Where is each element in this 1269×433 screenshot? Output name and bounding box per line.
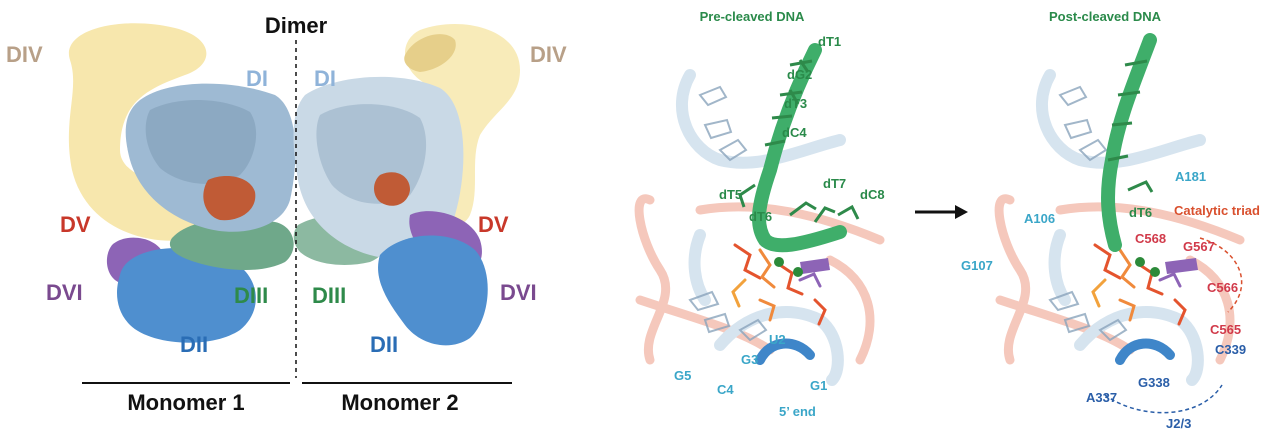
post-label-j23: J2/3 — [1166, 416, 1191, 431]
m1-domain-ii-density — [117, 247, 256, 343]
post-label-c339: C339 — [1215, 342, 1246, 357]
pre-metal-ion — [774, 257, 784, 267]
pre-metal-ion-2 — [793, 267, 803, 277]
post-dna-strand — [1101, 33, 1157, 252]
m2-label-di: DI — [314, 66, 336, 91]
m2-domain-v-density — [374, 172, 410, 206]
post-purple-helix — [1165, 258, 1198, 274]
dimer-title: Dimer — [265, 13, 328, 38]
post-cleaved-panel: Post-cleaved DNA dT6 Catalytic triad A18… — [961, 9, 1260, 431]
post-label-g107: G107 — [961, 258, 993, 273]
monomer-1-structure — [68, 23, 296, 343]
post-label-g338: G338 — [1138, 375, 1170, 390]
pre-dna-label-dt5: dT5 — [719, 187, 742, 202]
pre-rna-label-u2: U2 — [769, 332, 786, 347]
m1-label-dv: DV — [60, 212, 91, 237]
pre-protein-backbone — [634, 194, 885, 365]
post-label-a106: A106 — [1024, 211, 1055, 226]
m1-domain-i-detail — [145, 100, 257, 184]
post-label-a181: A181 — [1175, 169, 1206, 184]
m1-domain-iv-density — [68, 23, 216, 241]
post-label-a337: A337 — [1086, 390, 1117, 405]
monomer-2-label: Monomer 2 — [341, 390, 458, 415]
catalytic-triad-label: Catalytic triad — [1174, 203, 1260, 218]
pre-rna-label-g3: G3 — [741, 352, 758, 367]
pre-cleaved-panel: Pre-cleaved DNA dT1 dG2 dT3 dC4 dT5 dT6 … — [634, 9, 885, 419]
m1-label-di: DI — [246, 66, 268, 91]
post-metal-ion — [1135, 257, 1145, 267]
m1-domain-iii-density — [169, 218, 294, 270]
m1-label-div: DIV — [6, 42, 43, 67]
pre-dna-label-dt6: dT6 — [749, 209, 772, 224]
m1-label-diii: DIII — [234, 283, 268, 308]
pre-rna-label-g1: G1 — [810, 378, 827, 393]
m1-domain-v-density — [203, 176, 256, 221]
m1-label-dii: DII — [180, 332, 208, 357]
pre-purple-helix — [800, 258, 830, 274]
m2-label-dv: DV — [478, 212, 509, 237]
pre-dna-label-dt1: dT1 — [818, 34, 841, 49]
m2-label-dii: DII — [370, 332, 398, 357]
pre-title: Pre-cleaved DNA — [700, 9, 805, 24]
post-protein-backbone — [994, 194, 1245, 365]
pre-dna-label-dc8: dC8 — [860, 187, 885, 202]
pre-rna-bases — [688, 85, 768, 342]
post-label-c565: C565 — [1210, 322, 1241, 337]
m2-domain-iv-tip — [404, 34, 456, 72]
m1-label-dvi: DVI — [46, 280, 83, 305]
pre-dna-strand — [738, 43, 860, 253]
post-title: Post-cleaved DNA — [1049, 9, 1162, 24]
post-label-g567: G567 — [1183, 239, 1215, 254]
catalytic-triad-arc — [1199, 237, 1243, 313]
pre-dna-label-dg2: dG2 — [787, 67, 812, 82]
post-dna-label-dt6: dT6 — [1129, 205, 1152, 220]
m2-label-dvi: DVI — [500, 280, 537, 305]
post-blue-strand — [1115, 338, 1175, 365]
pre-dna-label-dt3: dT3 — [784, 96, 807, 111]
transition-arrow — [915, 205, 968, 219]
pre-five-prime-end-label: 5’ end — [779, 404, 816, 419]
pre-dna-label-dt7: dT7 — [823, 176, 846, 191]
pre-active-site-nucleotides — [731, 243, 827, 326]
monomer-2-structure — [293, 23, 520, 346]
pre-blue-strand — [755, 338, 815, 365]
post-metal-ion-2 — [1150, 267, 1160, 277]
m2-label-div: DIV — [530, 42, 567, 67]
post-rna-bases — [1048, 85, 1128, 342]
pre-dna-label-dc4: dC4 — [782, 125, 807, 140]
monomer-1-label: Monomer 1 — [127, 390, 244, 415]
pre-rna-label-c4: C4 — [717, 382, 734, 397]
pre-rna-label-g5: G5 — [674, 368, 691, 383]
dimer-panel: Dimer Monomer 1 Monomer 2 DIV DI DV DVI … — [6, 13, 567, 415]
m2-label-diii: DIII — [312, 283, 346, 308]
post-active-site-nucleotides — [1091, 243, 1187, 326]
j23-arc — [1104, 384, 1223, 414]
post-label-c566: C566 — [1207, 280, 1238, 295]
m2-domain-ii-density — [378, 235, 488, 346]
post-label-c568: C568 — [1135, 231, 1166, 246]
